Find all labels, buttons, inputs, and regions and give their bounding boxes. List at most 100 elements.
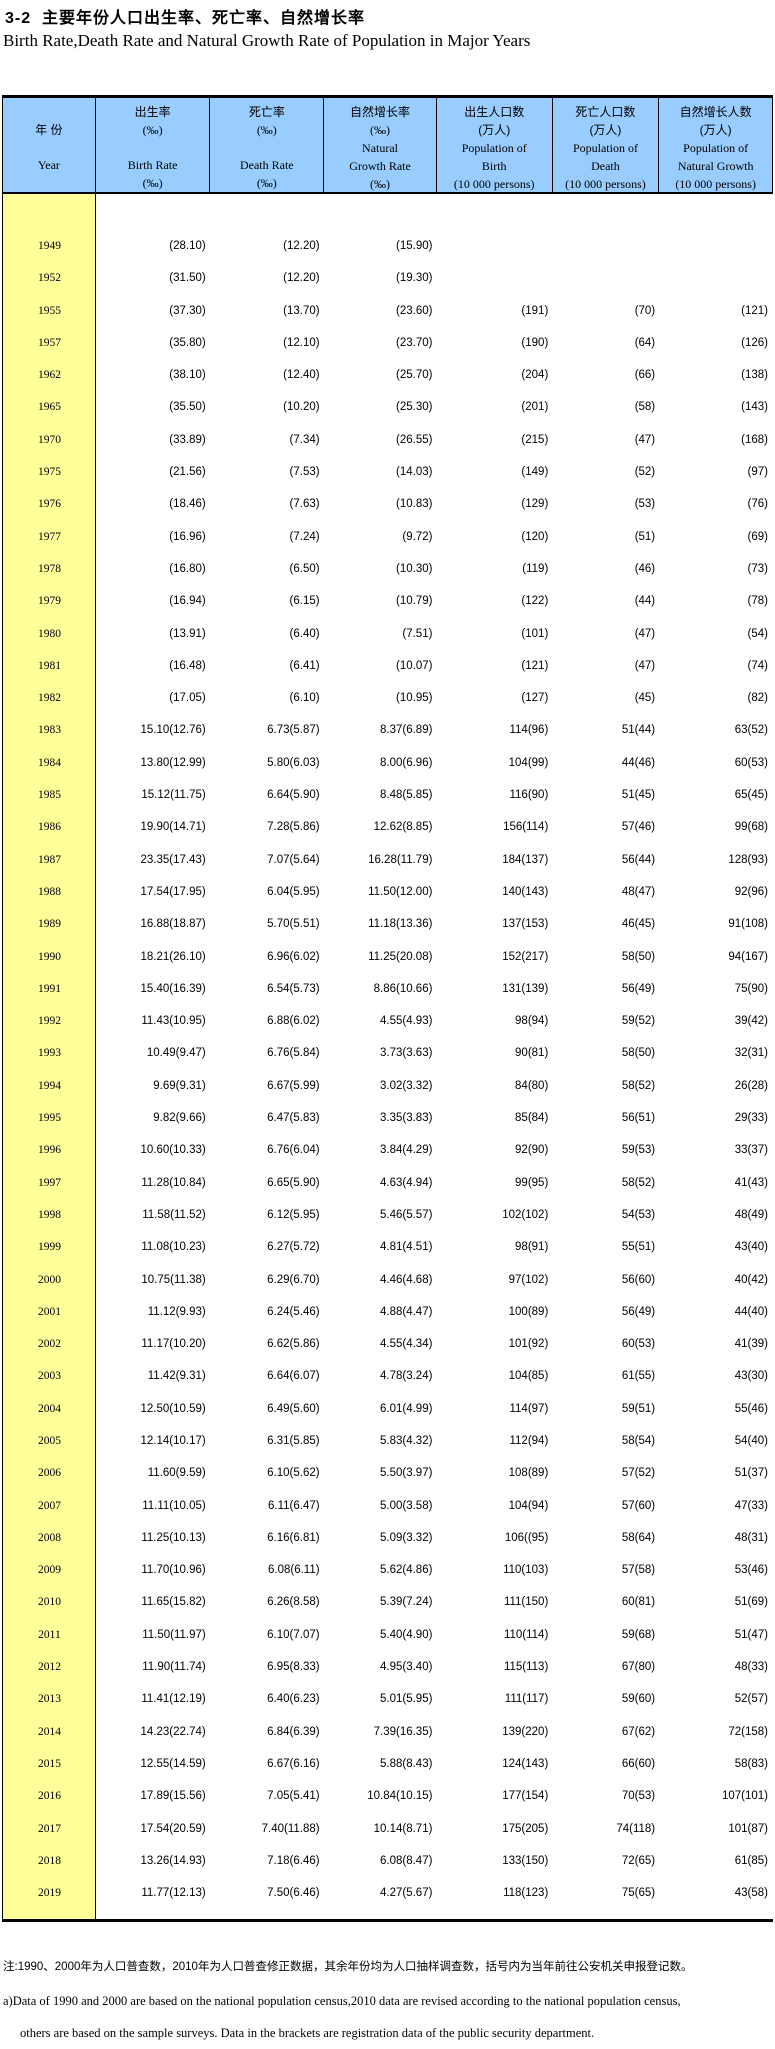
cell-population-of-natural-growth: 41(43)	[734, 1176, 768, 1189]
cell-birth-rate: 17.54(17.95)	[140, 885, 206, 898]
cell-birth-rate: (18.46)	[169, 498, 206, 511]
table-row: 1981 (16.48) (6.41) (10.07) (121) (47) (74)	[3, 650, 773, 682]
cell-birth-rate: 17.89(15.56)	[140, 1790, 206, 1803]
cell-natural-growth-rate: 5.46(5.57)	[380, 1208, 433, 1221]
cell-population-of-natural-growth: 48(33)	[734, 1661, 768, 1674]
cell-population-of-death: (45)	[634, 692, 656, 705]
cell-population-of-natural-growth: 48(49)	[734, 1208, 768, 1221]
cell-birth-rate: (16.94)	[169, 595, 206, 608]
cell-death-rate: 6.11(6.47)	[268, 1499, 320, 1512]
cell-death-rate: 6.40(6.23)	[267, 1693, 320, 1706]
cell-birth-rate: 13.80(12.99)	[140, 756, 206, 769]
cell-population-of-birth: (121)	[521, 659, 549, 672]
cell-natural-growth-rate: (14.03)	[396, 466, 433, 479]
table-row: 2002 11.17(10.20) 6.62(5.86) 4.55(4.34) 101(…	[3, 1328, 773, 1360]
cell-population-of-birth: 112(94)	[509, 1434, 549, 1447]
cell-year: 2016	[37, 1790, 61, 1803]
table-row: 1993 10.49(9.47) 6.76(5.84) 3.73(3.63) 90(81…	[3, 1037, 773, 1069]
cell-population-of-natural-growth: 61(85)	[734, 1854, 768, 1867]
cell-death-rate: 6.65(5.90)	[267, 1176, 320, 1189]
cell-population-of-death: 54(53)	[621, 1208, 656, 1221]
table-row: 2017 17.54(20.59) 7.40(11.88) 10.14(8.71) 17…	[3, 1813, 773, 1845]
cell-population-of-natural-growth: 107(101)	[721, 1790, 768, 1803]
table-row: 1997 11.28(10.84) 6.65(5.90) 4.63(4.94) 99(9…	[3, 1167, 773, 1199]
cell-population-of-birth: 115(113)	[503, 1661, 549, 1674]
cell-birth-rate: 11.77(12.13)	[141, 1887, 206, 1900]
cell-natural-growth-rate: 10.84(10.15)	[367, 1790, 433, 1803]
cell-population-of-natural-growth: 43(58)	[734, 1887, 768, 1900]
cell-population-of-death: 59(51)	[621, 1402, 656, 1415]
cell-birth-rate: 10.75(11.38)	[141, 1273, 206, 1286]
header-line: 死亡人口数	[575, 105, 636, 119]
page-title: 3-2 主要年份人口出生率、死亡率、自然增长率	[5, 10, 366, 27]
table-row: 1976 (18.46) (7.63) (10.83) (129) (53) (76)	[3, 488, 773, 520]
cell-population-of-natural-growth: (168)	[741, 433, 768, 446]
cell-population-of-death: (46)	[634, 562, 656, 575]
cell-birth-rate: (31.50)	[169, 272, 206, 285]
cell-population-of-birth: (101)	[521, 627, 549, 640]
cell-birth-rate: (35.50)	[169, 401, 206, 414]
cell-death-rate: (7.63)	[289, 498, 320, 511]
cell-death-rate: (7.34)	[289, 433, 320, 446]
cell-death-rate: (6.40)	[289, 627, 320, 640]
table-rows: 1949 (28.10) (12.20) (15.90) 1952 (31.50) (12.…	[3, 230, 773, 1909]
cell-natural-growth-rate: 4.81(4.51)	[380, 1241, 433, 1254]
cell-population-of-birth: (119)	[522, 562, 549, 575]
cell-natural-growth-rate: (15.90)	[396, 240, 433, 252]
cell-birth-rate: 12.50(10.59)	[140, 1402, 206, 1415]
table-row: 2006 11.60(9.59) 6.10(5.62) 5.50(3.97) 108(8…	[3, 1457, 773, 1489]
cell-natural-growth-rate: 7.39(16.35)	[373, 1725, 433, 1738]
cell-year: 2006	[37, 1467, 61, 1480]
cell-population-of-death: 57(58)	[621, 1564, 656, 1577]
table-row: 1965 (35.50) (10.20) (25.30) (201) (58) (143)	[3, 391, 773, 423]
header-line: (‰)	[370, 177, 391, 191]
cell-population-of-birth: 177(154)	[502, 1790, 549, 1803]
column-header-natural-growth-rate: 自然增长率 (‰) Natural Growth Rate (‰)	[324, 98, 437, 192]
cell-death-rate: 7.07(5.64)	[267, 853, 320, 866]
cell-population-of-birth: (122)	[521, 595, 549, 608]
cell-death-rate: 6.27(5.72)	[267, 1241, 320, 1254]
cell-population-of-natural-growth: 128(93)	[728, 853, 768, 866]
cell-birth-rate: 11.70(10.96)	[141, 1564, 206, 1577]
cell-population-of-death: 44(46)	[621, 756, 656, 769]
cell-population-of-death: 59(60)	[621, 1693, 656, 1706]
cell-death-rate: 6.24(5.46)	[267, 1305, 320, 1318]
table-header-row: 年 份 Year 出生率 (‰) Birth Rate (‰) 死亡率 (‰) Death Ra…	[2, 98, 773, 194]
cell-population-of-death: 51(44)	[621, 724, 656, 737]
cell-birth-rate: 23.35(17.43)	[140, 853, 206, 866]
header-line: (10 000 persons)	[453, 177, 535, 191]
cell-population-of-death: 72(65)	[621, 1854, 656, 1867]
cell-population-of-death: 58(50)	[621, 950, 656, 963]
column-header-year: 年 份 Year	[3, 98, 96, 192]
cell-population-of-birth: (127)	[521, 692, 549, 705]
cell-birth-rate: 11.12(9.93)	[147, 1305, 206, 1318]
header-line: (万人)	[478, 123, 511, 137]
cell-birth-rate: (37.30)	[169, 304, 206, 317]
cell-year: 1985	[37, 789, 61, 802]
cell-birth-rate: 11.65(15.82)	[141, 1596, 206, 1609]
cell-death-rate: (12.10)	[283, 336, 320, 349]
cell-year: 1983	[37, 724, 61, 737]
table-row: 1992 11.43(10.95) 6.88(6.02) 4.55(4.93) 98(9…	[3, 1005, 773, 1037]
table-row: 2005 12.14(10.17) 6.31(5.85) 5.83(4.32) 112(…	[3, 1425, 773, 1457]
cell-population-of-natural-growth: (76)	[747, 498, 768, 511]
table-row: 1955 (37.30) (13.70) (23.60) (191) (70) (121)	[3, 295, 773, 327]
cell-population-of-birth: 124(143)	[502, 1757, 549, 1770]
footnote-en-line2: others are based on the sample surveys. …	[20, 2026, 595, 2040]
cell-population-of-birth: 111(117)	[504, 1693, 549, 1706]
cell-birth-rate: 11.08(10.23)	[141, 1241, 206, 1254]
cell-population-of-birth: 98(91)	[515, 1241, 549, 1254]
cell-population-of-death: 46(45)	[621, 918, 656, 931]
cell-birth-rate: 14.23(22.74)	[140, 1725, 206, 1738]
cell-natural-growth-rate: 3.73(3.63)	[380, 1047, 433, 1060]
cell-year: 2008	[37, 1531, 61, 1544]
cell-year: 1999	[37, 1241, 61, 1254]
cell-population-of-death: (52)	[634, 466, 656, 479]
cell-population-of-birth: 104(99)	[508, 756, 549, 769]
cell-year: 2015	[37, 1757, 61, 1770]
population-rates-table: 年 份 Year 出生率 (‰) Birth Rate (‰) 死亡率 (‰) Death Ra…	[2, 95, 773, 1922]
cell-death-rate: 6.84(6.39)	[267, 1725, 320, 1738]
cell-population-of-birth: (149)	[521, 466, 549, 479]
cell-population-of-natural-growth: 101(87)	[728, 1822, 768, 1835]
cell-natural-growth-rate: 5.01(5.95)	[380, 1693, 433, 1706]
